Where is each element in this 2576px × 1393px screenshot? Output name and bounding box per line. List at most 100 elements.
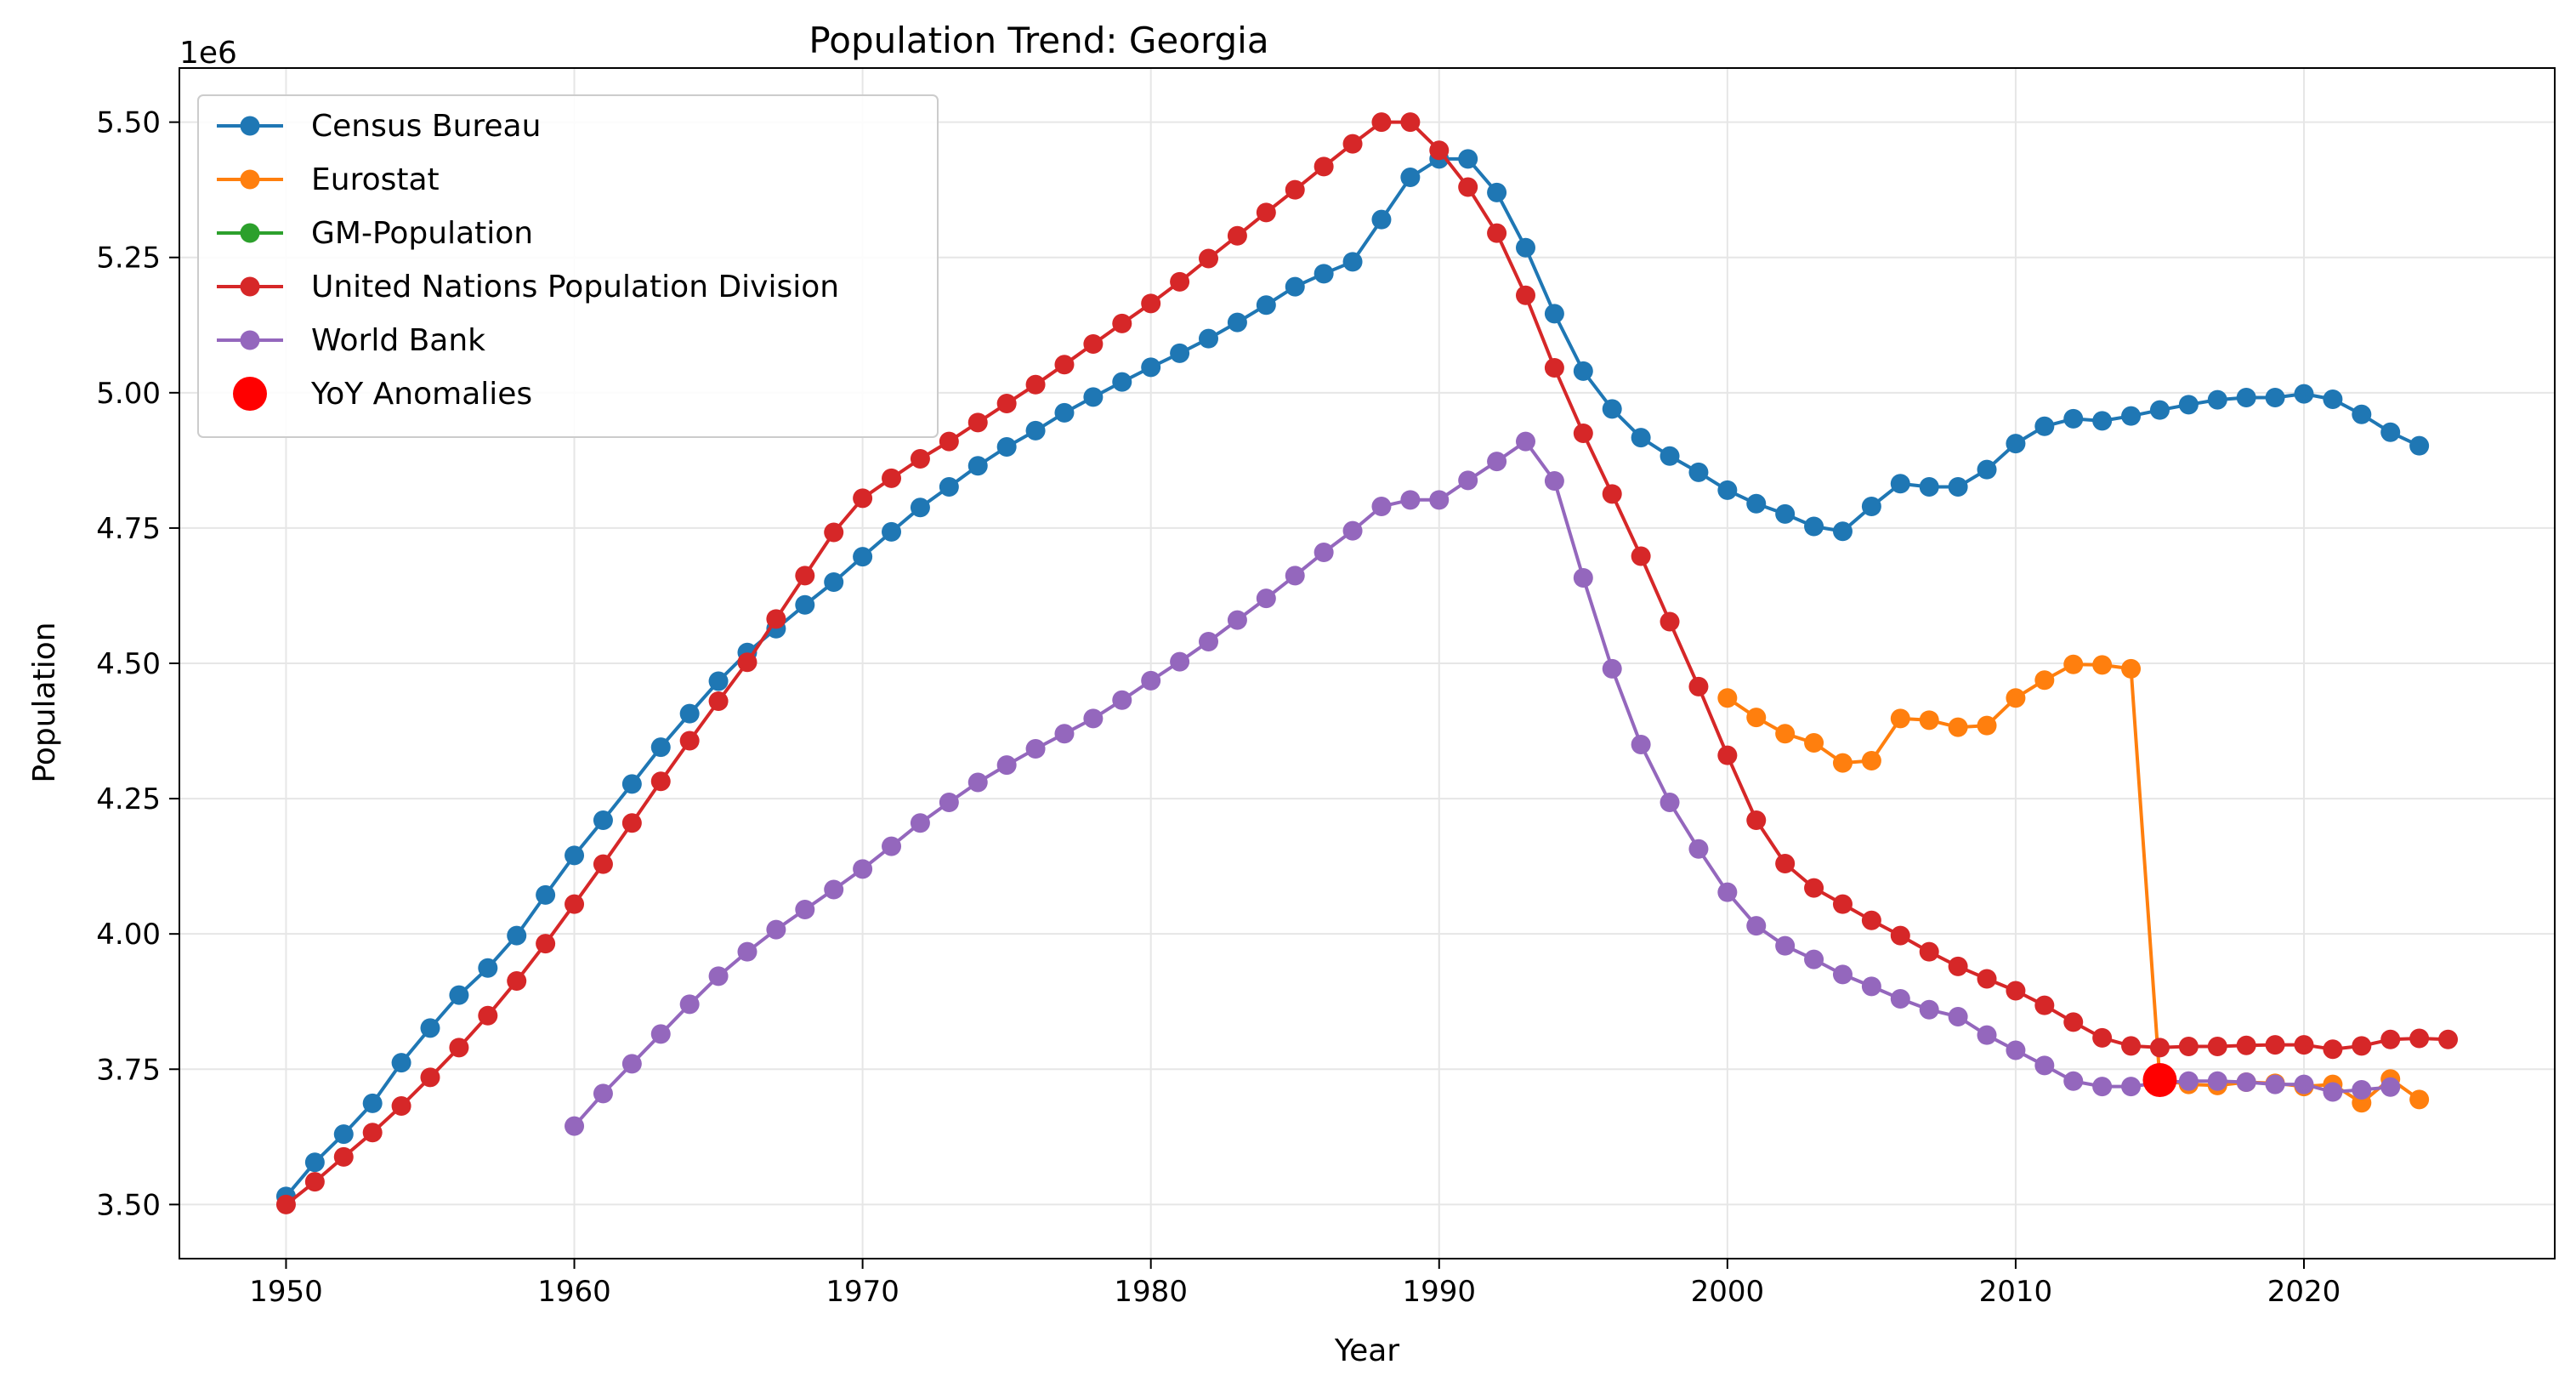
census-bureau-point bbox=[1861, 496, 1881, 516]
census-bureau-point bbox=[882, 521, 902, 542]
world-bank-point bbox=[795, 900, 815, 920]
world-bank-point bbox=[1515, 431, 1535, 452]
united-nations-population-division-point bbox=[333, 1146, 354, 1167]
united-nations-population-division-point bbox=[1458, 177, 1478, 197]
united-nations-population-division-point bbox=[1660, 611, 1680, 632]
census-bureau-point bbox=[2063, 408, 2084, 429]
world-bank-point bbox=[679, 994, 700, 1015]
world-bank-point bbox=[2178, 1071, 2199, 1091]
census-bureau-point bbox=[1199, 328, 1219, 349]
world-bank-point bbox=[1919, 999, 1939, 1020]
x-axis-label: Year bbox=[1334, 1333, 1399, 1368]
legend-box bbox=[197, 94, 939, 438]
united-nations-population-division-point bbox=[1977, 969, 1997, 989]
united-nations-population-division-point bbox=[679, 731, 700, 751]
census-bureau-point bbox=[1746, 493, 1767, 514]
x-tick-label: 1990 bbox=[1403, 1275, 1477, 1309]
census-bureau-point bbox=[2409, 435, 2430, 456]
census-bureau-point bbox=[2236, 388, 2256, 408]
world-bank-point bbox=[939, 793, 959, 813]
census-bureau-point bbox=[1025, 420, 1046, 441]
united-nations-population-division-point bbox=[766, 609, 786, 629]
eurostat-point bbox=[1746, 708, 1767, 728]
census-bureau-point bbox=[2352, 404, 2372, 424]
census-bureau-point bbox=[362, 1093, 383, 1113]
united-nations-population-division-point bbox=[1890, 925, 1910, 946]
census-bureau-point bbox=[391, 1053, 411, 1073]
world-bank-point bbox=[2265, 1074, 2285, 1094]
united-nations-population-division-point bbox=[1285, 179, 1305, 200]
legend-label: GM-Population bbox=[311, 216, 533, 251]
y-tick-label: 5.50 bbox=[96, 106, 161, 140]
united-nations-population-division-point bbox=[824, 522, 844, 543]
census-bureau-point bbox=[478, 958, 498, 978]
eurostat-point bbox=[1861, 751, 1881, 771]
united-nations-population-division-point bbox=[593, 854, 613, 874]
census-bureau-point bbox=[679, 703, 700, 724]
world-bank-point bbox=[2121, 1077, 2142, 1097]
united-nations-population-division-point bbox=[1832, 894, 1853, 914]
world-bank-point bbox=[1861, 976, 1881, 997]
world-bank-point bbox=[1342, 520, 1363, 541]
world-bank-point bbox=[1112, 690, 1132, 710]
world-bank-point bbox=[2092, 1077, 2113, 1097]
united-nations-population-division-point bbox=[2265, 1035, 2285, 1055]
census-bureau-point bbox=[621, 774, 642, 794]
united-nations-population-division-point bbox=[1515, 285, 1535, 305]
united-nations-population-division-point bbox=[1861, 910, 1881, 930]
united-nations-population-division-point bbox=[2207, 1037, 2227, 1057]
world-bank-point bbox=[824, 879, 844, 900]
united-nations-population-division-point bbox=[1170, 271, 1190, 292]
legend-label: Eurostat bbox=[311, 162, 440, 197]
census-bureau-point bbox=[304, 1152, 325, 1173]
census-bureau-point bbox=[1342, 252, 1363, 272]
world-bank-point bbox=[1746, 916, 1767, 936]
united-nations-population-division-point bbox=[1775, 853, 1796, 873]
united-nations-population-division-point bbox=[2063, 1012, 2084, 1032]
united-nations-population-division-point bbox=[996, 394, 1017, 414]
eurostat-point bbox=[2409, 1089, 2430, 1110]
world-bank-point bbox=[1573, 567, 1593, 588]
y-tick-label: 4.75 bbox=[96, 512, 161, 546]
united-nations-population-division-point bbox=[507, 971, 527, 992]
legend-marker-swatch bbox=[240, 330, 260, 350]
census-bureau-point bbox=[2323, 389, 2343, 409]
world-bank-point bbox=[2352, 1079, 2372, 1100]
united-nations-population-division-point bbox=[1544, 358, 1564, 378]
world-bank-line bbox=[573, 440, 2391, 1128]
united-nations-population-division-point bbox=[1141, 293, 1161, 314]
world-bank-point bbox=[1631, 734, 1651, 754]
legend-label: United Nations Population Division bbox=[311, 270, 839, 304]
world-bank-point bbox=[1025, 739, 1046, 759]
world-bank-point bbox=[1170, 651, 1190, 672]
world-bank-point bbox=[621, 1054, 642, 1074]
census-bureau-point bbox=[1458, 149, 1478, 169]
united-nations-population-division-point bbox=[2034, 995, 2055, 1015]
x-tick-label: 2010 bbox=[1979, 1275, 2053, 1309]
census-bureau-point bbox=[1170, 343, 1190, 363]
census-bureau-point bbox=[1544, 304, 1564, 324]
census-bureau-point bbox=[795, 594, 815, 615]
world-bank-series bbox=[565, 431, 2401, 1136]
chart-title: Population Trend: Georgia bbox=[809, 20, 1268, 61]
legend-marker-swatch bbox=[233, 377, 267, 411]
y-axis-offset-label: 1e6 bbox=[179, 36, 237, 71]
census-bureau-point bbox=[1919, 477, 1939, 498]
y-axis-label: Population bbox=[27, 622, 62, 782]
legend-marker-swatch bbox=[240, 169, 260, 190]
united-nations-population-division-point bbox=[1112, 313, 1132, 333]
world-bank-point bbox=[2063, 1071, 2084, 1091]
census-bureau-point bbox=[2121, 406, 2142, 426]
y-tick-label: 3.75 bbox=[96, 1053, 161, 1087]
world-bank-point bbox=[1948, 1007, 1968, 1027]
legend: Census Bureau Eurostat GM-Population United… bbox=[197, 94, 939, 438]
world-bank-point bbox=[708, 966, 729, 986]
world-bank-point bbox=[1544, 471, 1564, 492]
x-tick-label: 2020 bbox=[2267, 1275, 2341, 1309]
united-nations-population-division-point bbox=[2294, 1035, 2314, 1055]
census-bureau-point bbox=[2034, 416, 2055, 436]
world-bank-point bbox=[2236, 1072, 2256, 1093]
world-bank-point bbox=[1804, 949, 1824, 969]
united-nations-population-division-point bbox=[2121, 1036, 2142, 1056]
y-tick-label: 4.00 bbox=[96, 918, 161, 952]
